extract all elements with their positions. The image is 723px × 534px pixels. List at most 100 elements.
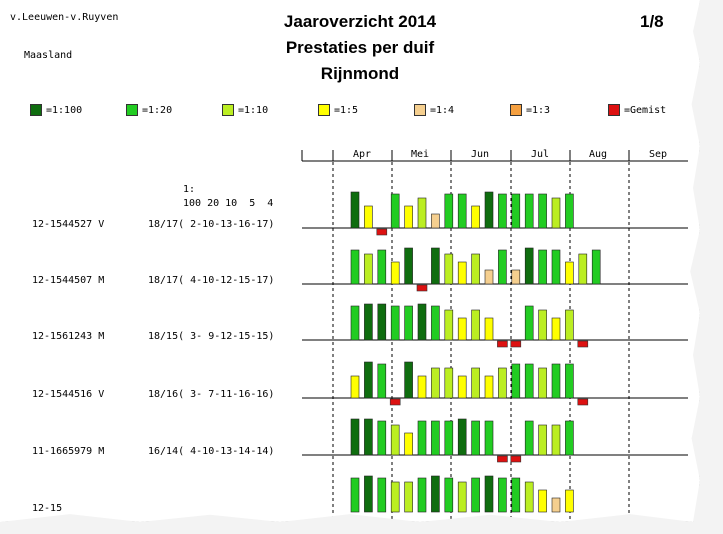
result-bar bbox=[524, 481, 534, 513]
pigeon-id: 12-15 bbox=[32, 503, 63, 514]
result-bar bbox=[444, 420, 454, 456]
result-bar bbox=[484, 420, 494, 456]
owner-name: v.Leeuwen-v.Ruyven bbox=[10, 12, 119, 23]
result-bar bbox=[431, 247, 440, 285]
result-bar bbox=[551, 363, 561, 399]
month-label: Jul bbox=[531, 149, 549, 160]
report-title: Jaaroverzicht 2014 bbox=[283, 12, 437, 31]
column-header-values: 100 20 10 5 4 bbox=[183, 198, 274, 209]
legend-swatch bbox=[510, 104, 522, 116]
result-bar bbox=[551, 424, 561, 456]
result-bar bbox=[457, 375, 467, 399]
result-bar bbox=[565, 309, 574, 341]
result-bar bbox=[404, 361, 413, 399]
result-bar bbox=[524, 420, 534, 456]
result-bar bbox=[350, 375, 360, 399]
result-bar bbox=[565, 193, 574, 229]
result-bar bbox=[511, 193, 521, 229]
legend-label: =1:20 bbox=[142, 105, 173, 116]
month-label: Mei bbox=[411, 149, 429, 160]
result-bar bbox=[390, 481, 400, 513]
result-bar bbox=[565, 489, 574, 513]
result-bar bbox=[404, 481, 413, 513]
result-bar bbox=[538, 193, 547, 229]
result-bar bbox=[350, 418, 360, 456]
result-bar bbox=[471, 420, 480, 456]
legend-label: =1:4 bbox=[430, 105, 455, 116]
legend-label: =1:3 bbox=[526, 105, 551, 116]
result-bar bbox=[498, 477, 507, 513]
result-bar bbox=[591, 249, 601, 285]
result-bar bbox=[390, 305, 400, 341]
result-bar bbox=[524, 247, 534, 285]
result-bar bbox=[457, 418, 467, 456]
result-bar bbox=[377, 363, 387, 399]
missed-marker bbox=[497, 455, 508, 463]
result-bar bbox=[390, 424, 400, 456]
pigeon-id: 12-1544507 M bbox=[32, 275, 105, 286]
result-bar bbox=[431, 420, 440, 456]
result-bar bbox=[498, 249, 507, 285]
result-bar bbox=[417, 303, 427, 341]
month-label: Apr bbox=[353, 149, 371, 160]
result-bar bbox=[551, 317, 561, 341]
result-bar bbox=[538, 309, 547, 341]
result-bar bbox=[457, 317, 467, 341]
result-bar bbox=[565, 261, 574, 285]
missed-marker bbox=[577, 398, 589, 406]
result-bar bbox=[404, 305, 413, 341]
report-region: Rijnmond bbox=[320, 64, 400, 83]
legend-label: =1:10 bbox=[238, 105, 269, 116]
missed-marker bbox=[376, 228, 388, 236]
result-bar bbox=[444, 367, 454, 399]
legend-label: =1:100 bbox=[46, 105, 83, 116]
result-bar bbox=[538, 489, 547, 513]
result-bar bbox=[444, 193, 454, 229]
result-bar bbox=[417, 477, 427, 513]
location: Maasland bbox=[24, 50, 73, 61]
legend-swatch bbox=[608, 104, 620, 116]
result-bar bbox=[364, 361, 373, 399]
result-bar bbox=[350, 191, 360, 229]
result-bar bbox=[538, 424, 547, 456]
result-bar bbox=[431, 367, 440, 399]
result-bar bbox=[364, 303, 373, 341]
result-bar bbox=[538, 249, 547, 285]
result-bar bbox=[524, 363, 534, 399]
result-bar bbox=[390, 261, 400, 285]
result-bar bbox=[511, 363, 521, 399]
result-bar bbox=[350, 305, 360, 341]
result-bar bbox=[444, 309, 454, 341]
pigeon-id: 12-1544527 V bbox=[32, 219, 105, 230]
missed-marker bbox=[389, 398, 401, 406]
result-bar bbox=[377, 249, 387, 285]
result-bar bbox=[444, 477, 454, 513]
legend-swatch bbox=[222, 104, 234, 116]
result-bar bbox=[377, 303, 387, 341]
performance-chart: Apr Mei Jun Jul Aug Sep bbox=[301, 149, 688, 522]
result-bar bbox=[511, 269, 521, 285]
result-bar bbox=[457, 261, 467, 285]
missed-marker bbox=[510, 455, 522, 463]
result-bar bbox=[471, 477, 480, 513]
pigeon-id: 11-1665979 M bbox=[32, 446, 105, 457]
result-bar bbox=[457, 193, 467, 229]
pigeon-stats: 18/16( 3- 7-11-16-16) bbox=[148, 389, 275, 400]
legend-label: =1:5 bbox=[334, 105, 359, 116]
result-bar bbox=[551, 249, 561, 285]
month-label: Sep bbox=[649, 149, 667, 160]
result-bar bbox=[538, 367, 547, 399]
result-bar bbox=[498, 367, 507, 399]
result-bar bbox=[364, 475, 373, 513]
result-bar bbox=[457, 481, 467, 513]
result-bar bbox=[404, 205, 413, 229]
month-label: Aug bbox=[589, 149, 607, 160]
pigeon-id: 12-1544516 V bbox=[32, 389, 105, 400]
pigeon-stats: 16/14( 4-10-13-14-14) bbox=[148, 446, 275, 457]
result-bar bbox=[444, 253, 454, 285]
result-bar bbox=[390, 193, 400, 229]
result-bar bbox=[524, 193, 534, 229]
result-bar bbox=[498, 193, 507, 229]
result-bar bbox=[511, 477, 521, 513]
month-label: Jun bbox=[471, 149, 489, 160]
